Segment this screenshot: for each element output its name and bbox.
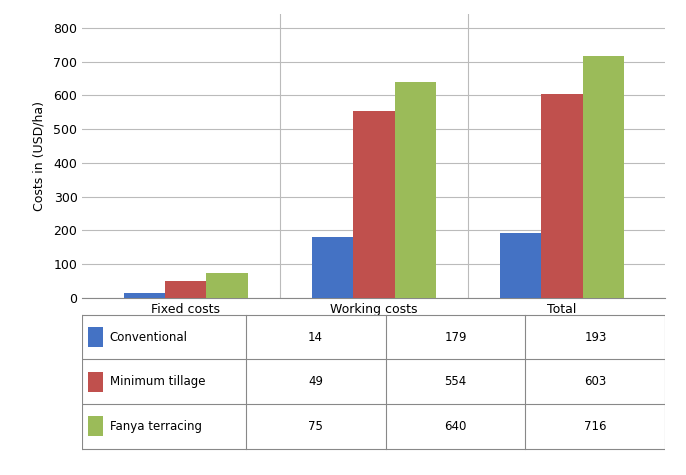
Bar <box>582 56 624 298</box>
Bar <box>394 82 436 298</box>
Text: 75: 75 <box>308 420 323 433</box>
Text: 640: 640 <box>445 420 466 433</box>
Text: 14: 14 <box>308 331 323 343</box>
Text: Fanya terracing: Fanya terracing <box>110 420 202 433</box>
Text: 716: 716 <box>584 420 606 433</box>
Bar <box>165 281 206 298</box>
Bar <box>206 273 248 298</box>
Bar <box>88 327 103 347</box>
Text: 179: 179 <box>445 331 466 343</box>
Bar <box>123 293 165 298</box>
Bar <box>353 111 394 298</box>
Text: 49: 49 <box>308 375 323 388</box>
Text: 193: 193 <box>584 331 606 343</box>
Text: Conventional: Conventional <box>110 331 188 343</box>
Bar <box>88 371 103 392</box>
Bar <box>541 94 582 298</box>
Bar <box>88 416 103 437</box>
Text: 603: 603 <box>584 375 606 388</box>
Text: 554: 554 <box>445 375 466 388</box>
Y-axis label: Costs in (USD/ha): Costs in (USD/ha) <box>32 101 45 211</box>
Bar <box>312 238 353 298</box>
Bar <box>500 233 541 298</box>
Text: Minimum tillage: Minimum tillage <box>110 375 205 388</box>
